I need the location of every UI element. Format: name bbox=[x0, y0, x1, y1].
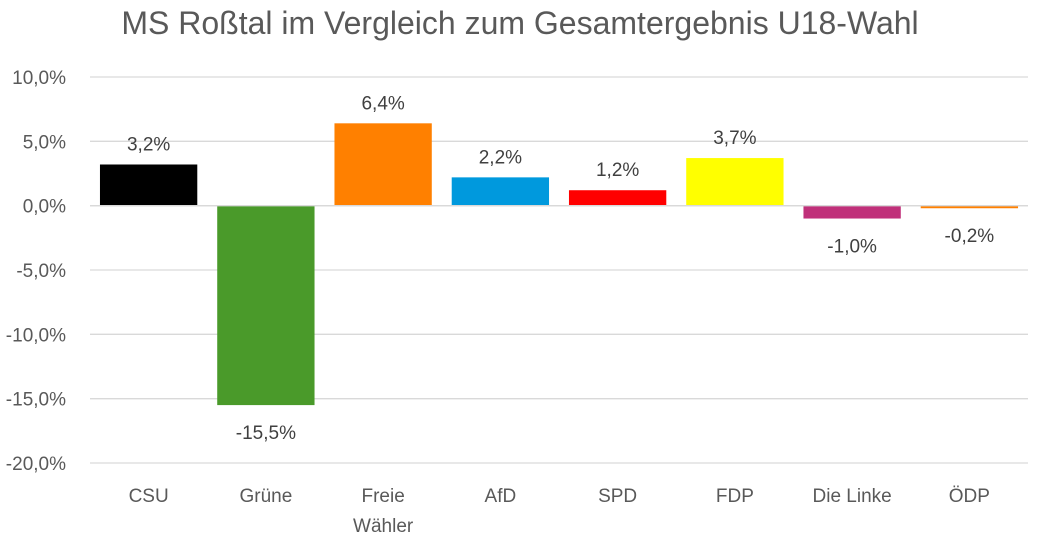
data-label: -15,5% bbox=[236, 423, 296, 444]
bar bbox=[568, 190, 667, 206]
bar bbox=[451, 177, 550, 206]
y-tick-label: -20,0% bbox=[6, 454, 66, 475]
bar bbox=[803, 205, 901, 219]
category-label: CSU bbox=[129, 486, 169, 507]
bar bbox=[217, 205, 315, 406]
category-label: Grüne bbox=[239, 486, 292, 507]
y-axis-ticks: 10,0% 5,0% 0,0% -5,0% -10,0% -15,0% -20,0% bbox=[6, 68, 66, 475]
data-label: 1,2% bbox=[596, 160, 639, 181]
y-tick-label: -10,0% bbox=[6, 325, 66, 346]
bars bbox=[99, 123, 1019, 406]
chart-title: MS Roßtal im Vergleich zum Gesamtergebni… bbox=[121, 5, 918, 41]
data-label: -1,0% bbox=[827, 237, 877, 258]
category-label: Freie bbox=[361, 486, 404, 507]
bar bbox=[686, 158, 784, 206]
data-label: 2,2% bbox=[479, 147, 522, 168]
y-tick-label: -5,0% bbox=[16, 261, 66, 282]
bar bbox=[334, 123, 432, 206]
x-axis-category-labels: CSU Grüne Freie Wähler AfD SPD FDP Die Linke ÖDP bbox=[129, 486, 990, 537]
y-tick-label: 0,0% bbox=[23, 197, 66, 218]
category-label: SPD bbox=[598, 486, 637, 507]
data-labels: 3,2% -15,5% 6,4% 2,2% 1,2% 3,7% -1,0% -0,2% bbox=[127, 93, 994, 444]
data-label: 6,4% bbox=[361, 93, 404, 114]
bar bbox=[920, 205, 1019, 209]
bar bbox=[99, 164, 198, 206]
data-label: 3,2% bbox=[127, 134, 170, 155]
y-tick-label: 5,0% bbox=[23, 132, 66, 153]
data-label: 3,7% bbox=[713, 128, 756, 149]
category-label: AfD bbox=[485, 486, 517, 507]
y-tick-label: -15,0% bbox=[6, 390, 66, 411]
y-tick-label: 10,0% bbox=[12, 68, 66, 89]
category-label: Wähler bbox=[353, 516, 414, 537]
data-label: -0,2% bbox=[945, 226, 995, 247]
category-label: FDP bbox=[716, 486, 754, 507]
category-label: Die Linke bbox=[813, 486, 892, 507]
category-label: ÖDP bbox=[949, 486, 990, 507]
